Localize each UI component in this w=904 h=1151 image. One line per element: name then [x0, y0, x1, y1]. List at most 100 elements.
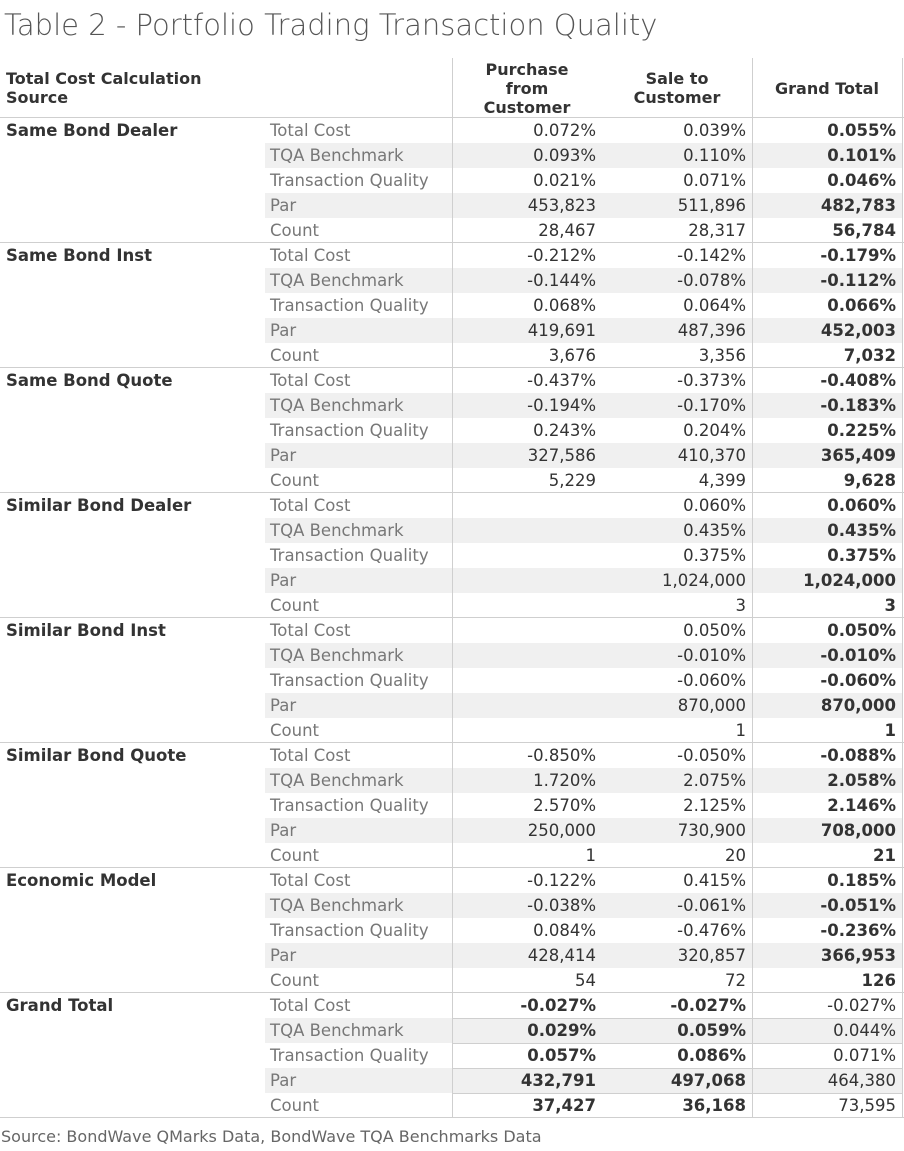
- value-cell: 0.066%: [827, 296, 896, 315]
- metric-label: Count: [270, 721, 320, 740]
- value-cell: 0.185%: [827, 871, 896, 890]
- metric-label: Transaction Quality: [270, 546, 429, 565]
- metric-label: Par: [270, 1071, 297, 1090]
- metric-label: Count: [270, 971, 320, 990]
- row-line: [452, 1093, 902, 1094]
- value-cell: 708,000: [820, 821, 896, 840]
- value-cell: 0.071%: [833, 1046, 896, 1065]
- metric-label: TQA Benchmark: [270, 521, 404, 540]
- value-cell: 453,823: [527, 196, 596, 215]
- value-cell: 0.435%: [683, 521, 746, 540]
- row-shade: [265, 568, 902, 593]
- value-cell: 366,953: [820, 946, 896, 965]
- value-cell: -0.212%: [527, 246, 596, 265]
- value-cell: 452,003: [820, 321, 896, 340]
- group-label: Economic Model: [6, 871, 157, 890]
- value-cell: -0.010%: [677, 646, 746, 665]
- value-cell: 0.050%: [683, 621, 746, 640]
- value-cell: -0.038%: [527, 896, 596, 915]
- value-cell: 0.084%: [533, 921, 596, 940]
- value-cell: 870,000: [820, 696, 896, 715]
- value-cell: 21: [873, 846, 896, 865]
- row-shade: [265, 443, 902, 468]
- value-cell: 72: [725, 971, 746, 990]
- value-cell: -0.027%: [670, 996, 746, 1015]
- value-cell: 3: [884, 596, 896, 615]
- metric-label: Total Cost: [270, 996, 351, 1015]
- value-cell: 7,032: [843, 346, 896, 365]
- group-label: Same Bond Dealer: [6, 121, 178, 140]
- value-cell: 0.204%: [683, 421, 746, 440]
- value-cell: 511,896: [677, 196, 746, 215]
- value-cell: 56,784: [832, 221, 896, 240]
- value-cell: 1: [585, 846, 597, 865]
- metric-label: Par: [270, 196, 297, 215]
- value-cell: 20: [725, 846, 746, 865]
- value-cell: 0.375%: [683, 546, 746, 565]
- value-cell: 0.055%: [827, 121, 896, 140]
- value-cell: 0.050%: [827, 621, 896, 640]
- value-cell: -0.476%: [677, 921, 746, 940]
- header-grand-total: Grand Total: [775, 78, 879, 98]
- value-cell: 0.064%: [683, 296, 746, 315]
- metric-label: Total Cost: [270, 371, 351, 390]
- value-cell: -0.060%: [677, 671, 746, 690]
- table-title: Table 2 - Portfolio Trading Transaction …: [4, 8, 658, 42]
- row-shade: [265, 268, 902, 293]
- value-cell: 0.101%: [827, 146, 896, 165]
- value-cell: 365,409: [820, 446, 896, 465]
- value-cell: 2.075%: [683, 771, 746, 790]
- metric-label: Total Cost: [270, 496, 351, 515]
- row-line: [452, 1043, 902, 1044]
- value-cell: 1,024,000: [662, 571, 746, 590]
- value-cell: -0.183%: [820, 396, 896, 415]
- metric-label: Total Cost: [270, 871, 351, 890]
- value-cell: 0.059%: [677, 1021, 746, 1040]
- value-cell: -0.122%: [527, 871, 596, 890]
- group-label: Same Bond Quote: [6, 371, 173, 390]
- value-cell: -0.144%: [527, 271, 596, 290]
- value-cell: 428,414: [527, 946, 596, 965]
- metric-label: Total Cost: [270, 746, 351, 765]
- row-shade: [265, 893, 902, 918]
- value-cell: -0.850%: [527, 746, 596, 765]
- metric-label: Par: [270, 446, 297, 465]
- row-line: [452, 1068, 902, 1069]
- metric-label: Total Cost: [270, 246, 351, 265]
- value-cell: 0.243%: [533, 421, 596, 440]
- metric-label: TQA Benchmark: [270, 896, 404, 915]
- metric-label: Count: [270, 846, 320, 865]
- value-cell: -0.088%: [820, 746, 896, 765]
- value-cell: -0.437%: [527, 371, 596, 390]
- metric-label: Par: [270, 696, 297, 715]
- value-cell: 2.570%: [533, 796, 596, 815]
- value-cell: -0.194%: [527, 396, 596, 415]
- value-cell: 126: [861, 971, 896, 990]
- value-cell: 1: [884, 721, 896, 740]
- value-cell: 0.225%: [827, 421, 896, 440]
- value-cell: 0.046%: [827, 171, 896, 190]
- value-cell: 870,000: [677, 696, 746, 715]
- metric-label: TQA Benchmark: [270, 271, 404, 290]
- value-cell: 482,783: [820, 196, 896, 215]
- value-cell: 3,356: [698, 346, 746, 365]
- value-cell: 0.060%: [683, 496, 746, 515]
- metric-label: Count: [270, 221, 320, 240]
- row-shade: [265, 1068, 902, 1093]
- row-shade: [265, 143, 902, 168]
- header-purchase: Purchase from Customer: [483, 59, 571, 117]
- value-cell: -0.060%: [820, 671, 896, 690]
- group-label: Similar Bond Inst: [6, 621, 166, 640]
- source-note: Source: BondWave QMarks Data, BondWave T…: [1, 1127, 542, 1146]
- value-cell: 0.072%: [533, 121, 596, 140]
- value-cell: 0.415%: [683, 871, 746, 890]
- metric-label: TQA Benchmark: [270, 1021, 404, 1040]
- header-sale: Sale to Customer: [633, 69, 721, 107]
- column-line: [452, 58, 453, 1118]
- metric-label: Transaction Quality: [270, 796, 429, 815]
- metric-label: Count: [270, 1096, 320, 1115]
- value-cell: 3,676: [548, 346, 596, 365]
- value-cell: 432,791: [520, 1071, 596, 1090]
- row-shade: [265, 393, 902, 418]
- value-cell: -0.373%: [677, 371, 746, 390]
